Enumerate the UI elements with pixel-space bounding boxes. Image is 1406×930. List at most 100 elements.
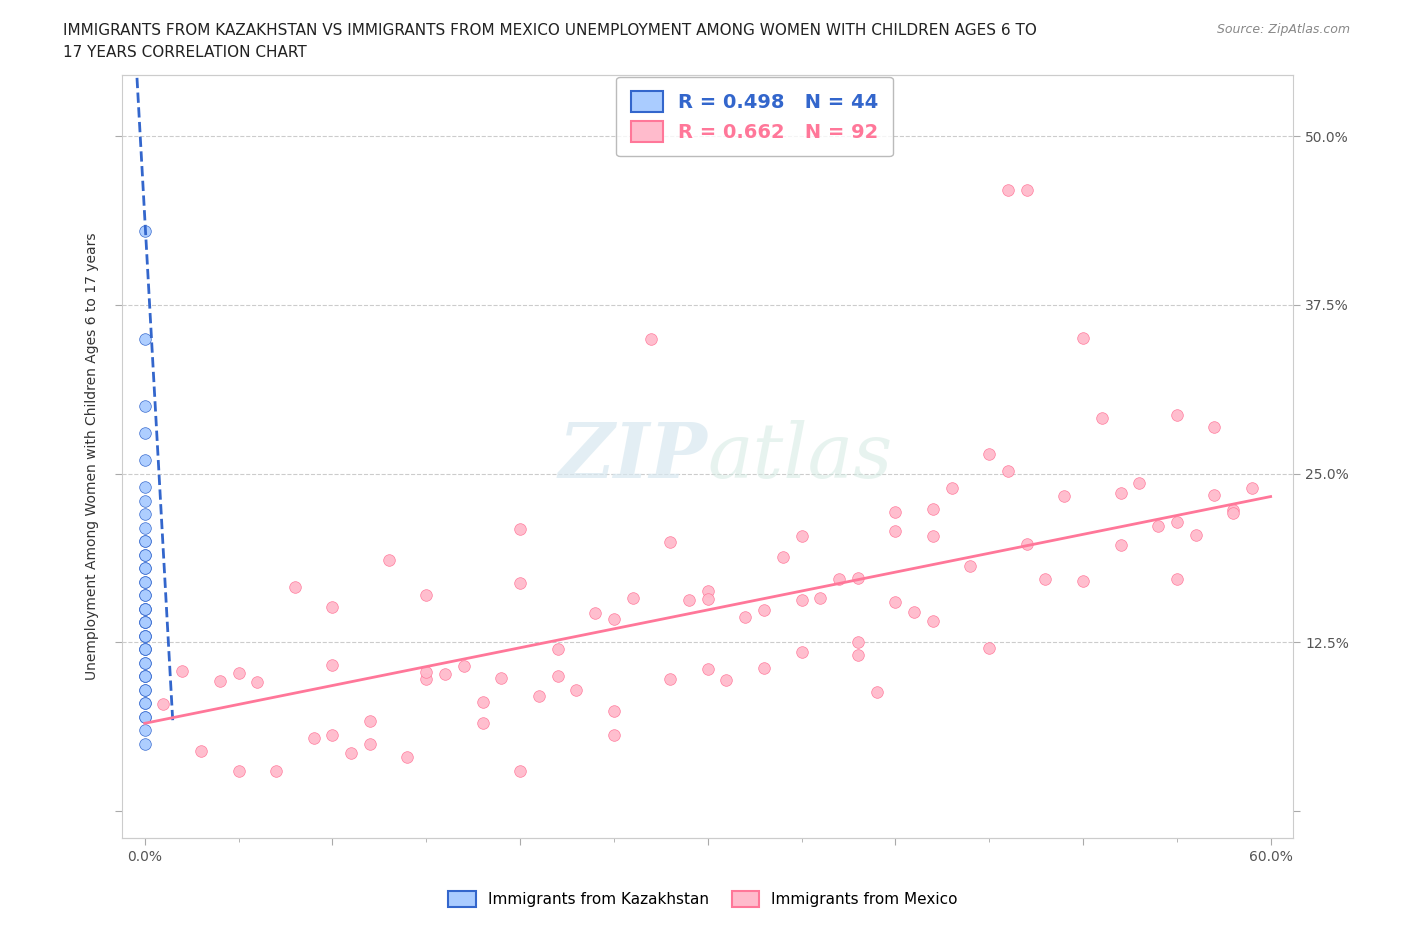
Point (134, 574, 156, 589)
Point (134, 723, 156, 737)
Point (921, 528, 943, 543)
Point (1240, 481, 1263, 496)
Point (284, 579, 307, 594)
Point (134, 601, 156, 616)
Point (808, 591, 831, 605)
Point (772, 550, 794, 565)
Point (1128, 475, 1150, 490)
Point (1071, 331, 1094, 346)
Point (1109, 538, 1132, 552)
Point (509, 764, 531, 778)
Point (134, 507, 156, 522)
Point (547, 642, 569, 657)
Point (190, 744, 212, 759)
Point (134, 669, 156, 684)
Point (509, 522, 531, 537)
Point (1053, 489, 1076, 504)
Point (846, 571, 869, 586)
Point (997, 182, 1019, 197)
Point (321, 658, 343, 672)
Point (603, 704, 626, 719)
Text: 17 YEARS CORRELATION CHART: 17 YEARS CORRELATION CHART (63, 45, 307, 60)
Point (134, 642, 156, 657)
Point (134, 561, 156, 576)
Point (1015, 182, 1038, 197)
Point (1222, 506, 1244, 521)
Point (884, 594, 907, 609)
Point (979, 446, 1001, 461)
Point (846, 635, 869, 650)
Point (134, 331, 156, 346)
Point (134, 588, 156, 603)
Text: Source: ZipAtlas.com: Source: ZipAtlas.com (1216, 23, 1350, 36)
Point (696, 591, 718, 606)
Point (1204, 487, 1226, 502)
Point (134, 547, 156, 562)
Point (134, 574, 156, 589)
Point (415, 672, 437, 687)
Point (696, 584, 718, 599)
Point (134, 615, 156, 630)
Point (134, 615, 156, 630)
Point (828, 571, 851, 586)
Point (377, 552, 399, 567)
Point (865, 685, 887, 700)
Point (959, 559, 981, 574)
Point (547, 669, 569, 684)
Point (134, 628, 156, 643)
Point (433, 666, 456, 681)
Point (921, 614, 943, 629)
Text: atlas: atlas (707, 419, 893, 494)
Point (134, 480, 156, 495)
Point (134, 534, 156, 549)
Point (134, 493, 156, 508)
Point (134, 682, 156, 697)
Point (134, 520, 156, 535)
Point (716, 672, 738, 687)
Point (172, 664, 194, 679)
Point (1071, 574, 1094, 589)
Point (790, 529, 813, 544)
Point (979, 641, 1001, 656)
Point (134, 737, 156, 751)
Point (1147, 519, 1170, 534)
Point (884, 505, 907, 520)
Point (1166, 407, 1188, 422)
Point (1166, 514, 1188, 529)
Point (752, 603, 775, 618)
Point (134, 453, 156, 468)
Point (997, 464, 1019, 479)
Point (603, 611, 626, 626)
Point (1035, 571, 1057, 586)
Point (453, 659, 475, 674)
Point (790, 592, 813, 607)
Point (583, 605, 606, 620)
Text: IMMIGRANTS FROM KAZAKHSTAN VS IMMIGRANTS FROM MEXICO UNEMPLOYMENT AMONG WOMEN WI: IMMIGRANTS FROM KAZAKHSTAN VS IMMIGRANTS… (63, 23, 1038, 38)
Point (734, 609, 756, 624)
Point (941, 480, 963, 495)
Point (752, 661, 775, 676)
Point (603, 727, 626, 742)
Point (696, 662, 718, 677)
Point (134, 642, 156, 657)
Point (527, 689, 550, 704)
Legend: R = 0.498   N = 44, R = 0.662   N = 92: R = 0.498 N = 44, R = 0.662 N = 92 (616, 77, 893, 156)
Point (790, 644, 813, 659)
Point (321, 727, 343, 742)
Point (884, 524, 907, 538)
Point (491, 671, 513, 685)
Point (340, 745, 363, 760)
Point (415, 588, 437, 603)
Point (134, 696, 156, 711)
Point (134, 426, 156, 441)
Point (134, 399, 156, 414)
Point (302, 731, 325, 746)
Point (134, 561, 156, 576)
Point (134, 615, 156, 630)
Point (134, 655, 156, 670)
Point (1015, 537, 1038, 551)
Point (1091, 410, 1114, 425)
Point (659, 535, 682, 550)
Point (678, 593, 700, 608)
Point (134, 547, 156, 562)
